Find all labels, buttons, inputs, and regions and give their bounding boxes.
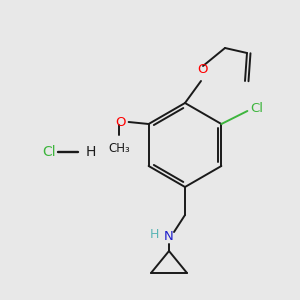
Text: Cl: Cl [250,101,263,115]
Text: H: H [150,227,159,241]
Text: O: O [198,63,208,76]
Text: CH₃: CH₃ [109,142,130,155]
Text: H: H [86,145,96,159]
Text: Cl: Cl [42,145,56,159]
Text: N: N [164,230,174,244]
Text: O: O [115,116,126,128]
